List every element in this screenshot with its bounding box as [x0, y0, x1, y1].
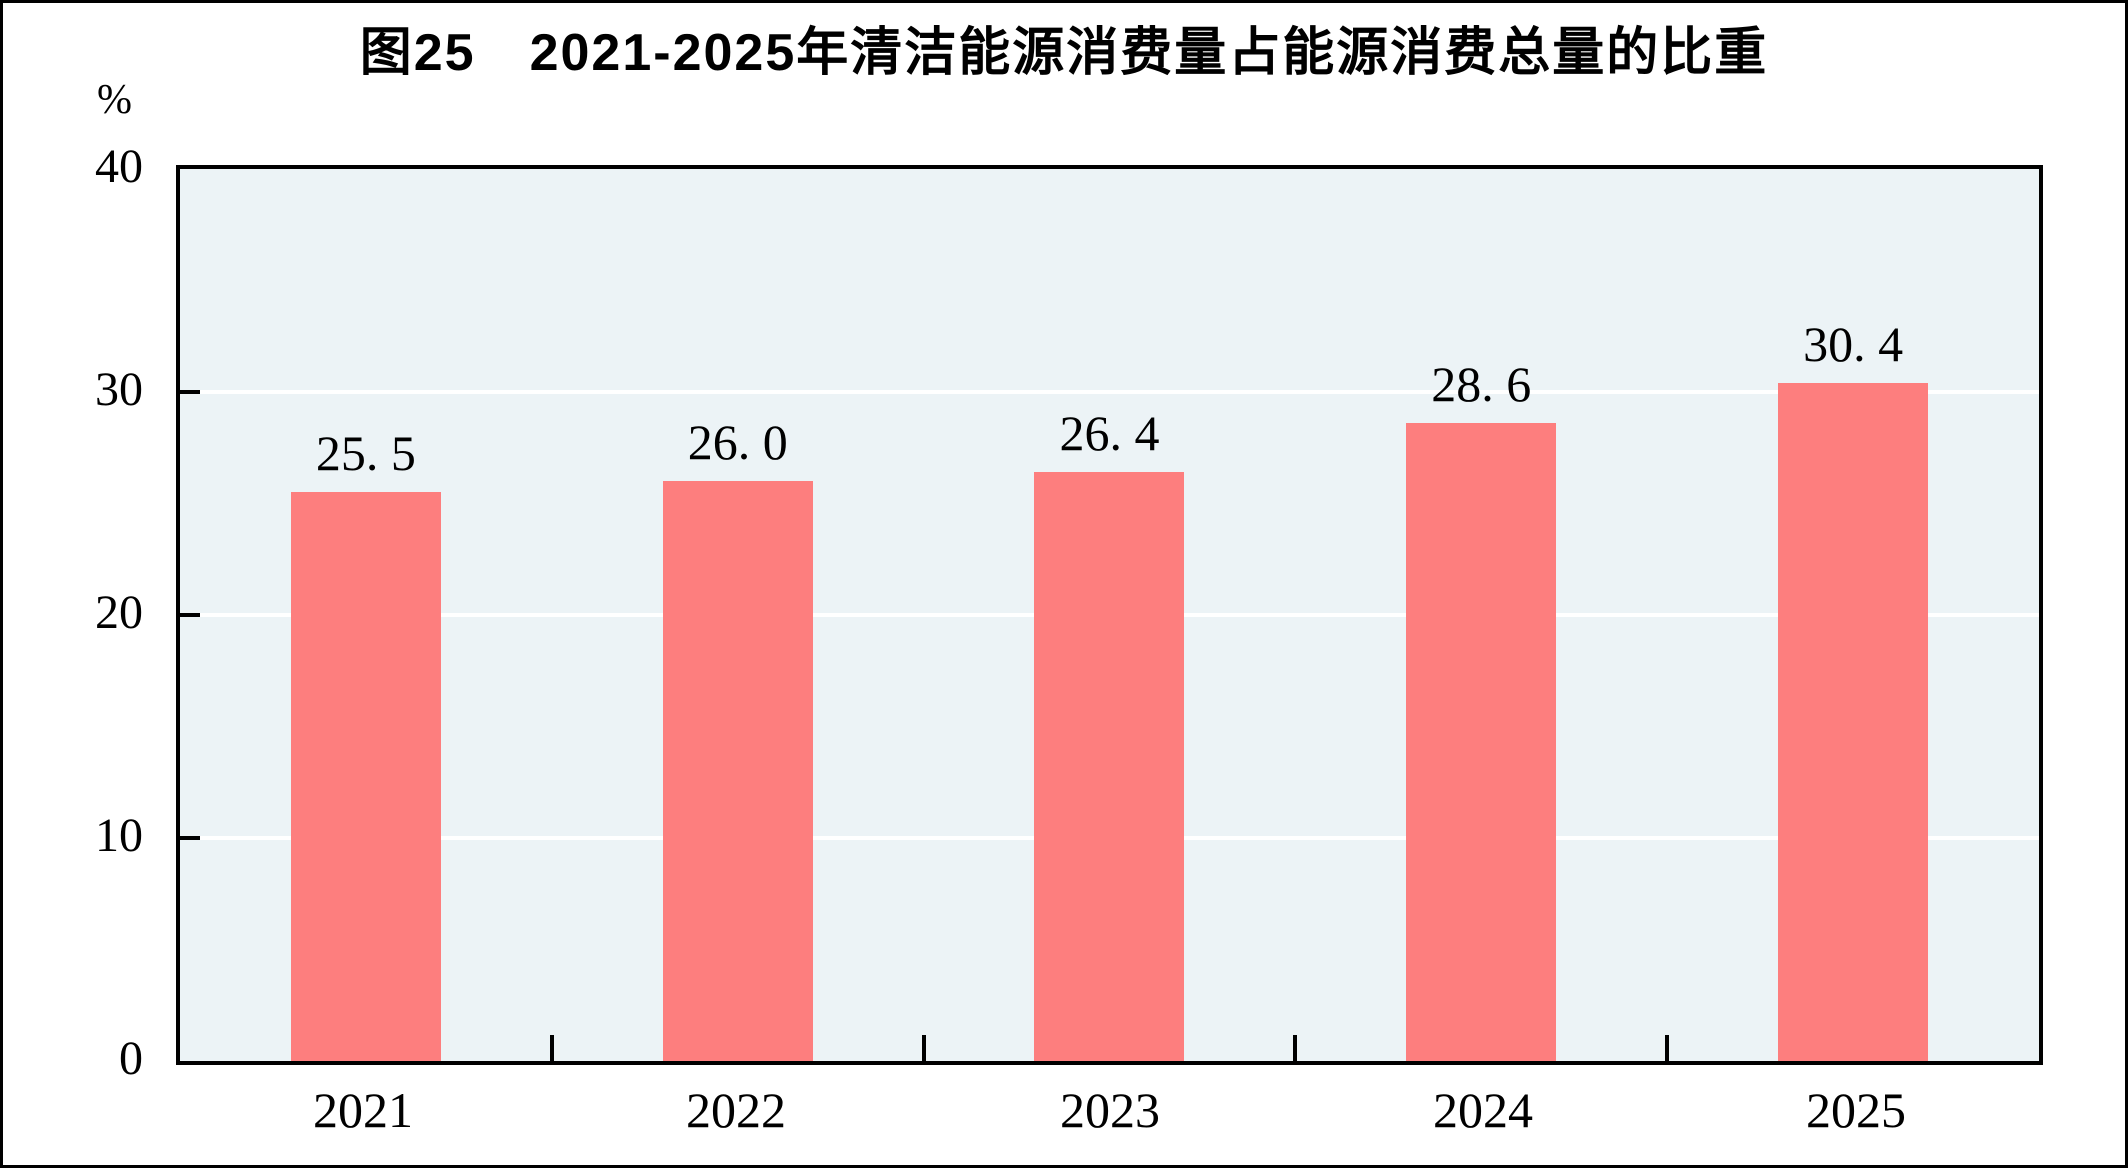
bar — [1406, 423, 1557, 1061]
x-axis-tick — [549, 1035, 554, 1061]
bar-slot: 26. 4 — [924, 169, 1296, 1061]
x-axis-category-label: 2024 — [1433, 1082, 1533, 1138]
bar-slot: 30. 4 — [1667, 169, 2039, 1061]
x-axis-category-label: 2021 — [313, 1082, 413, 1138]
x-axis-category-label: 2023 — [1060, 1082, 1160, 1138]
bar — [1778, 383, 1929, 1061]
y-axis-tick-label: 40 — [95, 140, 143, 193]
y-axis-tick-label: 20 — [95, 586, 143, 639]
bar-value-label: 30. 4 — [1803, 316, 1904, 373]
y-axis-tick — [180, 836, 200, 840]
x-axis-category-label: 2025 — [1806, 1082, 1906, 1138]
bar — [290, 492, 441, 1061]
y-axis-unit-label: % — [97, 77, 132, 123]
bar-value-label: 25. 5 — [315, 425, 416, 482]
plot-area: 25. 5 26. 0 26. 4 28. 6 30. 4 — [176, 165, 2043, 1065]
y-axis-tick — [180, 613, 200, 617]
bar-value-label: 26. 4 — [1059, 405, 1160, 462]
bar-value-label: 28. 6 — [1431, 356, 1532, 413]
x-axis-tick — [1293, 1035, 1298, 1061]
bar-slot: 28. 6 — [1295, 169, 1667, 1061]
bar — [1034, 472, 1185, 1061]
y-axis-tick — [180, 390, 200, 394]
x-axis-category-label: 2022 — [686, 1082, 786, 1138]
bar-value-label: 26. 0 — [687, 414, 788, 471]
x-axis-tick — [921, 1035, 926, 1061]
bar-slot: 26. 0 — [552, 169, 924, 1061]
y-axis-tick-label: 0 — [119, 1032, 143, 1085]
y-axis-tick-label: 10 — [95, 809, 143, 862]
bar-slot: 25. 5 — [180, 169, 552, 1061]
x-axis-tick — [1665, 1035, 1670, 1061]
y-axis-tick-label: 30 — [95, 363, 143, 416]
bar — [662, 481, 813, 1061]
chart-title: 图25 2021-2025年清洁能源消费量占能源消费总量的比重 — [359, 24, 1769, 82]
gridline — [180, 390, 2039, 394]
